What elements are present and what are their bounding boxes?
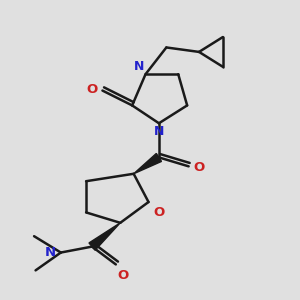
Text: N: N: [134, 60, 144, 73]
Text: N: N: [154, 125, 164, 138]
Text: O: O: [117, 269, 129, 282]
Text: O: O: [193, 161, 204, 174]
Polygon shape: [134, 153, 161, 174]
Polygon shape: [89, 223, 120, 250]
Text: O: O: [153, 206, 164, 220]
Text: N: N: [45, 246, 56, 259]
Text: O: O: [87, 82, 98, 96]
